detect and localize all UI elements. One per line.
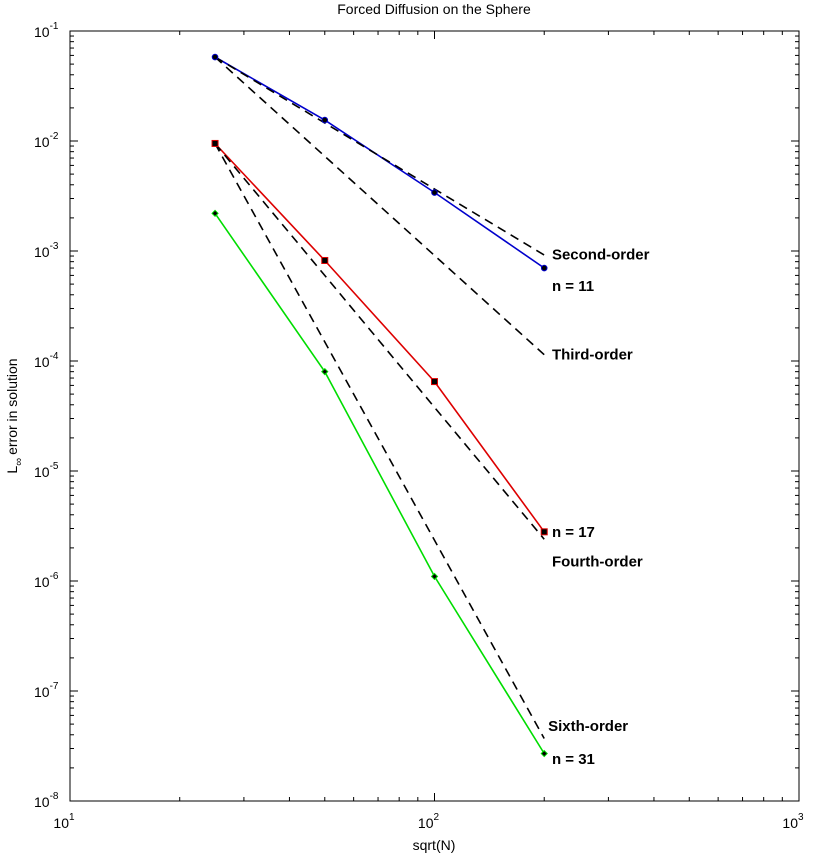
annotation-label: n = 11 bbox=[552, 278, 594, 295]
annotation-label: n = 17 bbox=[552, 524, 595, 541]
y-tick-base: 10 bbox=[34, 684, 50, 700]
y-tick-base: 10 bbox=[34, 464, 50, 480]
x-tick-exponent: 3 bbox=[798, 812, 804, 823]
y-tick-base: 10 bbox=[34, 134, 50, 150]
y-axis-label-main: L bbox=[4, 466, 20, 474]
data-point-diamond bbox=[211, 209, 219, 218]
x-tick-label: 102 bbox=[418, 812, 440, 831]
series-line-2 bbox=[214, 212, 545, 754]
chart-title: Forced Diffusion on the Sphere bbox=[337, 1, 531, 17]
x-tick-base: 10 bbox=[53, 815, 69, 831]
annotation-label: Second-order bbox=[552, 246, 650, 263]
data-point-diamond bbox=[430, 572, 439, 581]
y-tick-exponent: -1 bbox=[50, 21, 59, 32]
y-tick-label: 10-5 bbox=[34, 461, 59, 480]
annotation-label: Third-order bbox=[552, 347, 633, 364]
reference-line-3 bbox=[214, 56, 545, 256]
y-tick-exponent: -7 bbox=[50, 681, 59, 692]
y-tick-label: 10-7 bbox=[34, 681, 59, 700]
x-tick-base: 10 bbox=[782, 815, 798, 831]
data-point-square bbox=[540, 528, 548, 536]
data-point-square bbox=[321, 256, 329, 264]
data-point-circle bbox=[540, 264, 548, 272]
y-tick-label: 10-2 bbox=[34, 131, 59, 150]
data-point-diamond bbox=[540, 749, 548, 758]
ticks-group: 101 102 10310-810-710-610-510-410-310-210-… bbox=[34, 21, 804, 831]
data-point-circle bbox=[321, 116, 329, 124]
plot-frame bbox=[69, 30, 800, 802]
y-tick-base: 10 bbox=[34, 794, 50, 810]
series-line-0 bbox=[214, 56, 545, 269]
series-line-1 bbox=[214, 142, 545, 533]
y-tick-label: 10-1 bbox=[34, 21, 59, 40]
y-tick-exponent: -4 bbox=[50, 351, 59, 362]
y-tick-base: 10 bbox=[34, 574, 50, 590]
y-tick-exponent: -6 bbox=[50, 571, 59, 582]
y-tick-base: 10 bbox=[34, 244, 50, 260]
y-tick-exponent: -3 bbox=[50, 241, 59, 252]
data-point-circle bbox=[431, 189, 438, 196]
y-axis-label-subscript: ∞ bbox=[13, 458, 25, 466]
data-point-diamond bbox=[321, 367, 329, 376]
y-tick-base: 10 bbox=[34, 354, 50, 370]
data-point-square bbox=[211, 139, 219, 147]
x-tick-label: 101 bbox=[53, 812, 75, 831]
y-axis-label-rest: error in solution bbox=[4, 358, 20, 455]
y-tick-label: 10-8 bbox=[34, 791, 59, 810]
data-point-circle bbox=[211, 53, 219, 61]
x-tick-exponent: 1 bbox=[69, 812, 75, 823]
annotations-group: Second-order n = 11 Third-order n = 17 Fourt… bbox=[548, 246, 649, 768]
reference-line-4 bbox=[214, 56, 545, 356]
plot-marks bbox=[211, 53, 548, 758]
x-tick-label: 103 bbox=[782, 812, 804, 831]
x-axis-label: sqrt(N) bbox=[413, 837, 456, 853]
reference-line-5 bbox=[214, 142, 545, 540]
y-tick-exponent: -5 bbox=[50, 461, 59, 472]
data-point-square bbox=[431, 378, 438, 386]
y-tick-label: 10-4 bbox=[34, 351, 59, 370]
y-tick-base: 10 bbox=[34, 24, 50, 40]
annotation-label: Sixth-order bbox=[548, 718, 628, 735]
annotation-label: Fourth-order bbox=[552, 554, 643, 571]
reference-line-6 bbox=[214, 143, 545, 739]
x-tick-base: 10 bbox=[418, 815, 434, 831]
y-tick-label: 10-6 bbox=[34, 571, 59, 590]
y-tick-exponent: -8 bbox=[50, 791, 59, 802]
annotation-label: n = 31 bbox=[552, 751, 595, 768]
y-axis-label: L∞ error in solution bbox=[4, 358, 25, 473]
y-tick-label: 10-3 bbox=[34, 241, 59, 260]
y-tick-exponent: -2 bbox=[50, 131, 59, 142]
x-tick-exponent: 2 bbox=[434, 812, 440, 823]
